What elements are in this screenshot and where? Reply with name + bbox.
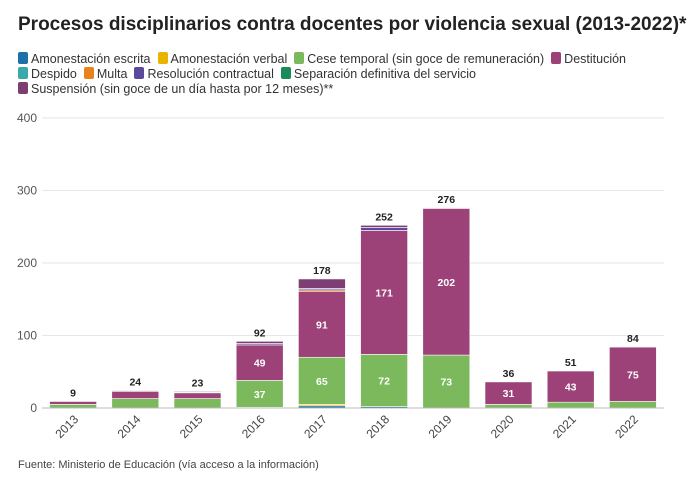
bar-total-label: 276: [438, 194, 456, 206]
x-tick-label: 2016: [239, 412, 268, 441]
bar-total-label: 178: [313, 265, 331, 277]
legend-swatch: [18, 67, 28, 79]
segment-data-label: 65: [316, 376, 328, 388]
bar-total-label: 24: [129, 377, 141, 389]
legend-label: Amonestación verbal: [170, 52, 288, 66]
legend-swatch: [294, 52, 305, 64]
bar-segment: [298, 356, 346, 405]
legend-item: Cese temporal (sin goce de remuneración): [294, 52, 544, 67]
legend-label: Despido: [31, 67, 77, 81]
legend-swatch: [551, 52, 562, 64]
segment-data-label: 43: [565, 382, 577, 394]
legend-item: Amonestación escrita: [18, 52, 151, 67]
legend-item: Destitución: [551, 52, 626, 67]
legend-item: Amonestación verbal: [157, 52, 288, 67]
bar-segment: [360, 230, 408, 355]
bar-segment: [546, 401, 595, 409]
x-tick-label: 2020: [488, 412, 517, 441]
legend-item: Resolución contractual: [134, 67, 274, 82]
segment-data-label: 202: [438, 277, 456, 289]
legend-item: Suspensión (sin goce de un día hasta por…: [18, 82, 333, 97]
chart-title: Procesos disciplinarios contra docentes …: [18, 14, 687, 35]
legend-label: Separación definitiva del servicio: [293, 67, 476, 81]
bar-total-label: 23: [192, 377, 204, 389]
bar-total-label: 92: [254, 327, 266, 339]
segment-data-label: 75: [627, 369, 639, 381]
y-tick-label: 0: [30, 401, 37, 415]
x-tick-label: 2014: [115, 412, 144, 441]
bar-segment: [360, 354, 408, 407]
segment-data-label: 37: [254, 389, 266, 401]
legend-label: Amonestación escrita: [31, 52, 151, 66]
legend-label: Multa: [96, 67, 128, 81]
bar-segment: [111, 391, 160, 399]
y-tick-label: 300: [17, 184, 37, 198]
legend-swatch: [18, 82, 28, 94]
x-tick-label: 2018: [363, 412, 392, 441]
bar-segment: [360, 225, 408, 228]
bar-total-label: 84: [627, 333, 639, 345]
bar-segment: [173, 398, 222, 409]
bar-segment: [49, 401, 97, 405]
legend-swatch: [83, 67, 94, 79]
segment-data-label: 49: [254, 358, 266, 370]
legend-swatch: [134, 67, 145, 79]
bar-segment: [173, 391, 222, 393]
legend-label: Destitución: [564, 52, 627, 66]
source-note: Fuente: Ministerio de Educación (vía acc…: [18, 459, 319, 471]
legend-label: Cese temporal (sin goce de remuneración): [307, 52, 545, 66]
bar-segment: [609, 401, 657, 409]
x-tick-label: 2017: [301, 412, 330, 441]
bar-segment: [49, 404, 97, 409]
segment-data-label: 91: [316, 319, 328, 331]
bar-total-label: 36: [503, 368, 515, 380]
segment-data-label: 171: [375, 287, 393, 299]
legend-label: Resolución contractual: [147, 67, 274, 81]
bar-segment: [484, 404, 533, 409]
x-tick-label: 2021: [550, 412, 579, 441]
bar-segment: [173, 392, 222, 399]
bar-segment: [111, 390, 160, 392]
x-tick-label: 2015: [177, 412, 206, 441]
bar-segment: [422, 207, 471, 209]
x-tick-label: 2022: [612, 412, 641, 441]
segment-data-label: 73: [440, 377, 452, 389]
bar-segment: [546, 370, 595, 403]
bar-total-label: 9: [70, 387, 76, 399]
bar-segment: [111, 398, 160, 409]
x-tick-label: 2019: [426, 412, 455, 441]
legend-swatch: [280, 67, 291, 79]
legend-label: Suspensión (sin goce de un día hasta por…: [31, 82, 334, 96]
y-tick-label: 200: [17, 256, 37, 270]
y-tick-label: 100: [17, 329, 37, 343]
legend-item: Multa: [83, 67, 128, 82]
bar-total-label: 51: [565, 357, 577, 369]
bar-segment: [235, 344, 284, 381]
legend-swatch: [157, 52, 168, 64]
bar-segment: [422, 208, 471, 356]
bar-segment: [609, 346, 657, 402]
bar-segment: [298, 278, 346, 289]
bar-segment: [235, 380, 284, 408]
legend-item: Despido: [18, 67, 77, 82]
legend-item: Separación definitiva del servicio: [280, 67, 476, 82]
legend-swatch: [18, 52, 28, 64]
x-tick-label: 2013: [52, 412, 81, 441]
segment-data-label: 31: [503, 388, 515, 400]
bar-segment: [235, 340, 284, 344]
segment-data-label: 72: [378, 375, 390, 387]
y-tick-label: 400: [17, 111, 37, 125]
bar-total-label: 252: [375, 211, 393, 223]
bar-segment: [484, 381, 533, 405]
bar-segment: [360, 227, 408, 231]
chart-legend: Amonestación escrita Amonestación verbal C…: [18, 52, 688, 97]
bar-segment: [298, 290, 346, 358]
